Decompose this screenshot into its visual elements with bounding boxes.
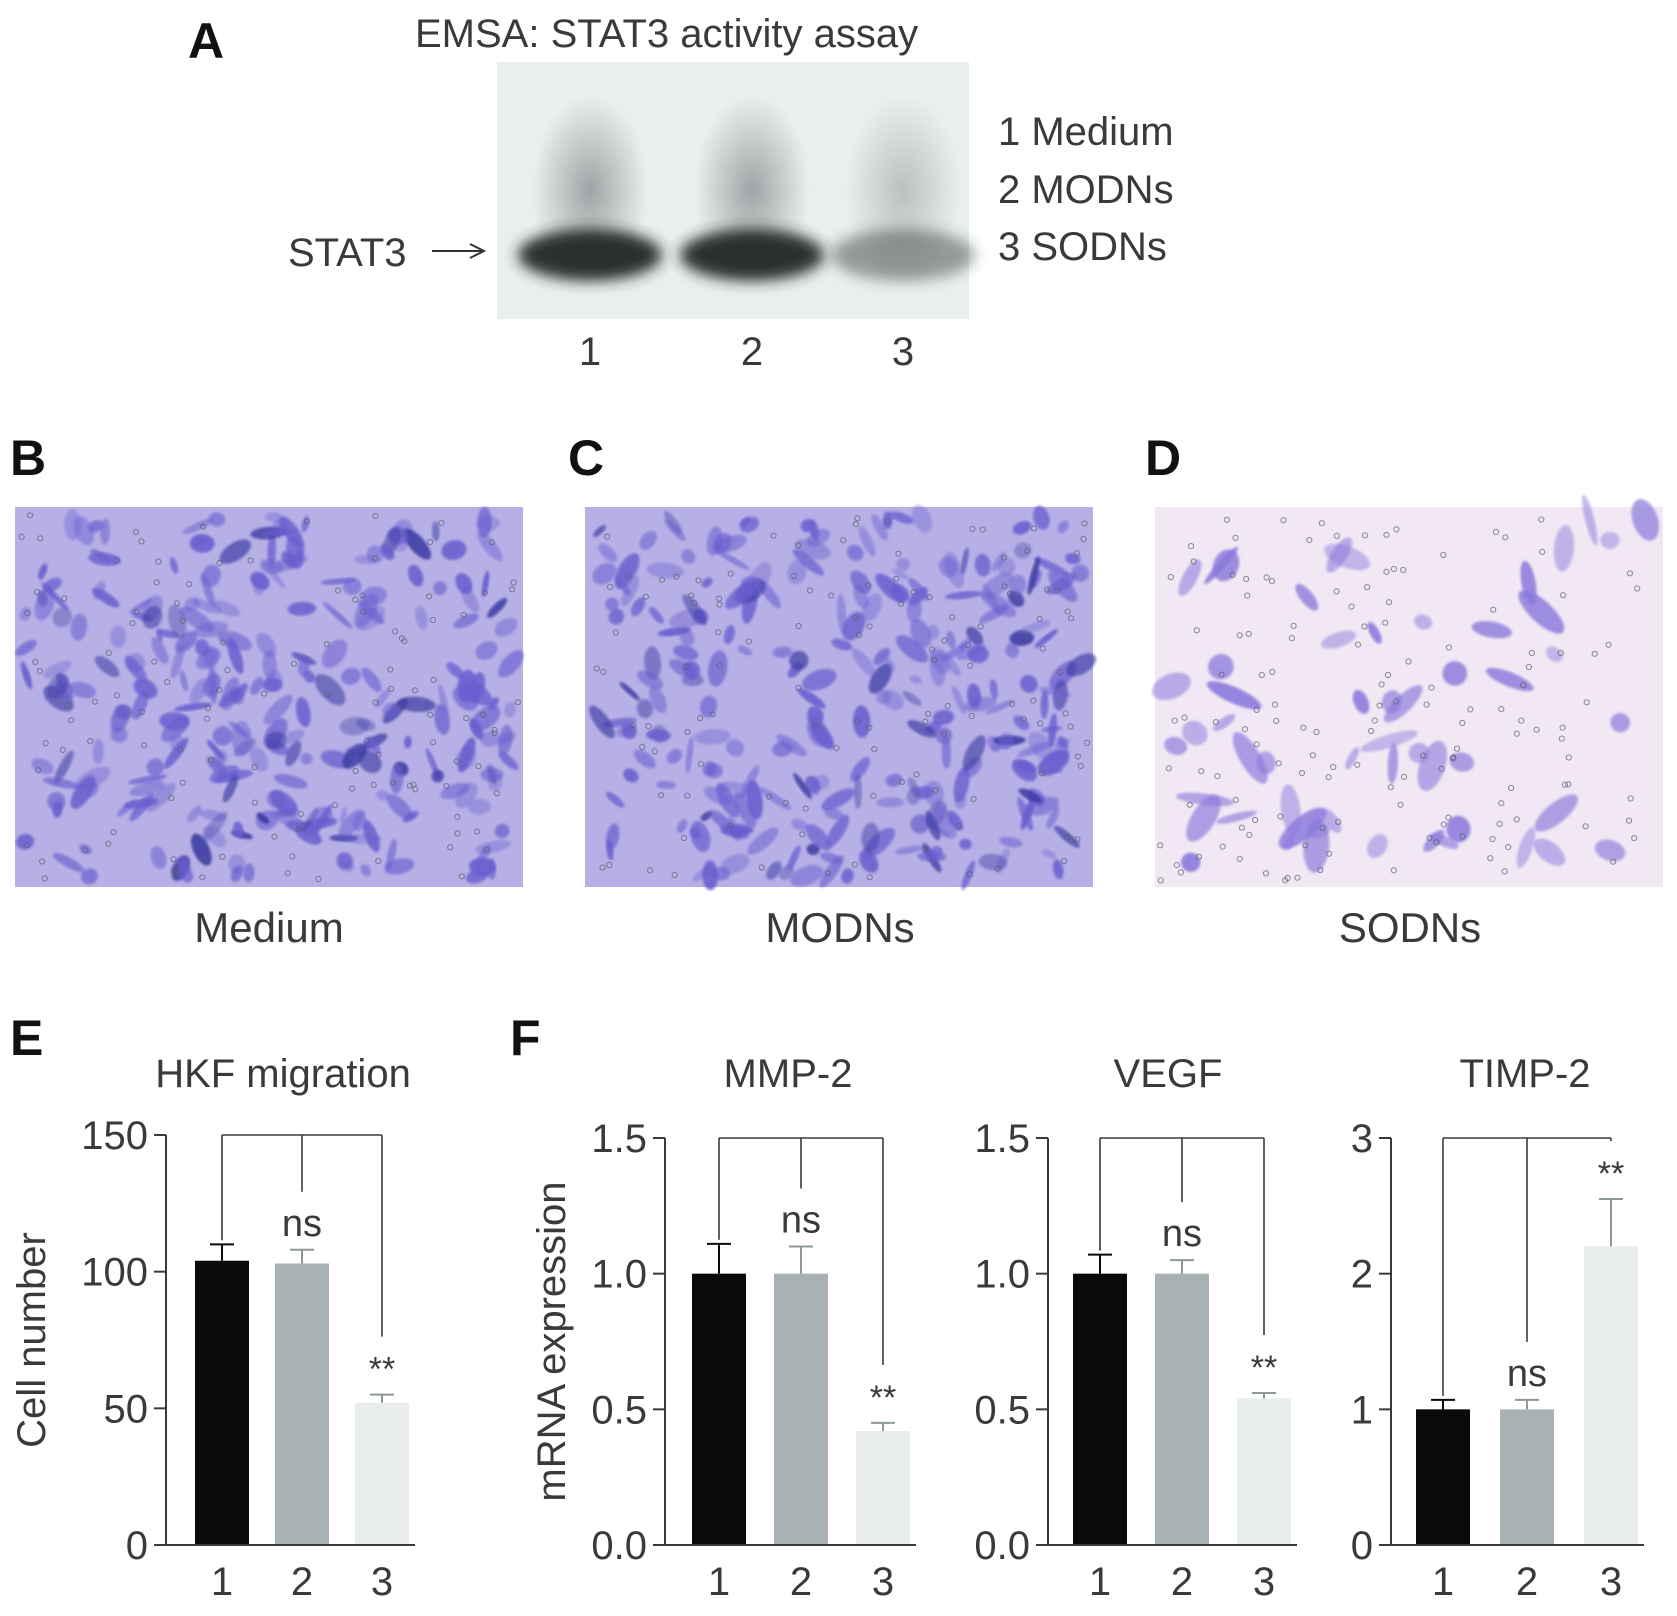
x-tick-label-hkf-migration-1: 1 (211, 1560, 233, 1604)
panel-label-e: E (10, 1010, 43, 1066)
emsa-legend: 1 Medium 2 MODNs 3 SODNs (998, 110, 1174, 269)
x-tick-label-vegf-1: 1 (1089, 1560, 1111, 1604)
chart-timp-2: TIMP-2 0 1 2 3 1 ns 2 ** 3 (1351, 1052, 1644, 1604)
bar-vegf-3 (1237, 1398, 1291, 1545)
chart-vegf: VEGF 0.0 0.5 1.0 1.5 1 ns 2 ** 3 (974, 1052, 1297, 1604)
y-tick-label-timp-2-3: 3 (1351, 1117, 1373, 1161)
micrograph-modns-stained-cells (589, 504, 1097, 891)
y-tick-label-hkf-migration-1: 50 (104, 1387, 149, 1431)
micrograph-medium-stained-cells (15, 506, 524, 885)
chart-mmp-2: MMP-2 mRNA expression 0.0 0.5 1.0 1.5 1 ns 2 ** 3 (530, 1052, 916, 1604)
panel-label-d: D (1145, 430, 1181, 486)
bar-hkf-migration-3 (355, 1402, 409, 1545)
bar-vegf-1 (1073, 1273, 1127, 1545)
micrograph-caption-medium: Medium (194, 904, 343, 951)
chart-title-timp-2: TIMP-2 (1459, 1052, 1590, 1096)
panel-label-b: B (10, 430, 46, 486)
bar-mmp-2-2 (774, 1273, 828, 1545)
emsa-legend-item-2: 2 MODNs (998, 168, 1174, 212)
significance-label-mmp-2-2: ns (781, 1200, 821, 1242)
x-tick-label-mmp-2-3: 3 (872, 1560, 894, 1604)
stat3-arrow-icon (432, 243, 487, 259)
significance-label-vegf-3: ** (1251, 1349, 1277, 1387)
significance-label-vegf-2: ns (1162, 1213, 1202, 1255)
y-tick-label-timp-2-0: 0 (1351, 1524, 1373, 1568)
x-tick-label-vegf-2: 2 (1171, 1560, 1193, 1604)
y-tick-label-timp-2-1: 1 (1351, 1388, 1373, 1432)
gel-lane-1 (518, 95, 662, 285)
panel-label-f: F (510, 1010, 541, 1066)
micrograph-medium-membrane-pores (18, 512, 522, 883)
gel-lane-3 (831, 95, 975, 285)
x-tick-label-vegf-3: 3 (1253, 1560, 1275, 1604)
x-tick-label-mmp-2-1: 1 (708, 1560, 730, 1604)
y-tick-label-hkf-migration-0: 0 (126, 1524, 148, 1568)
chart-title-mmp-2: MMP-2 (724, 1052, 853, 1096)
y-tick-label-mmp-2-1: 0.5 (591, 1388, 647, 1432)
significance-label-hkf-migration-3: ** (369, 1351, 395, 1389)
x-tick-label-timp-2-2: 2 (1516, 1560, 1538, 1604)
x-tick-label-hkf-migration-3: 3 (371, 1560, 393, 1604)
bar-timp-2-3 (1584, 1246, 1638, 1545)
y-tick-label-mmp-2-0: 0.0 (591, 1524, 647, 1568)
micrograph-caption-modns: MODNs (765, 904, 914, 951)
significance-label-timp-2-3: ** (1598, 1155, 1624, 1193)
emsa-lane-label-2: 2 (741, 330, 763, 374)
gel-lane-2 (680, 95, 824, 285)
x-tick-label-timp-2-3: 3 (1600, 1560, 1622, 1604)
emsa-legend-item-1: 1 Medium (998, 110, 1174, 154)
micrograph-modns-membrane-pores (593, 515, 1091, 881)
panel-label-c: C (568, 430, 604, 486)
y-tick-label-hkf-migration-2: 100 (81, 1251, 148, 1295)
y-axis-label-hkf-migration: Cell number (10, 1232, 54, 1448)
y-tick-label-vegf-0: 0.0 (974, 1524, 1030, 1568)
stat3-band-1 (518, 229, 662, 281)
micrograph-medium (15, 506, 524, 887)
micrograph-caption-sodns: SODNs (1339, 904, 1481, 951)
y-tick-label-vegf-1: 0.5 (974, 1388, 1030, 1432)
chart-title-vegf: VEGF (1114, 1052, 1223, 1096)
bar-timp-2-1 (1416, 1409, 1470, 1545)
bar-hkf-migration-2 (275, 1263, 329, 1545)
emsa-gel (497, 62, 975, 319)
emsa-lane-label-1: 1 (579, 330, 601, 374)
stat3-arrow-label: STAT3 (288, 231, 407, 275)
chart-title-hkf-migration: HKF migration (155, 1052, 411, 1096)
y-axis-label-mmp-2: mRNA expression (530, 1181, 574, 1501)
emsa-lane-label-3: 3 (892, 330, 914, 374)
significance-label-hkf-migration-2: ns (282, 1203, 322, 1245)
micrograph-modns (585, 504, 1097, 891)
y-tick-label-mmp-2-2: 1.0 (591, 1253, 647, 1297)
bar-hkf-migration-1 (195, 1260, 249, 1545)
x-tick-label-hkf-migration-2: 2 (291, 1560, 313, 1604)
bar-mmp-2-3 (856, 1431, 910, 1545)
y-tick-label-mmp-2-3: 1.5 (591, 1117, 647, 1161)
significance-label-mmp-2-3: ** (870, 1379, 896, 1417)
stat3-band-3 (831, 229, 975, 281)
x-tick-label-mmp-2-2: 2 (790, 1560, 812, 1604)
bar-timp-2-2 (1500, 1409, 1554, 1545)
y-tick-label-hkf-migration-3: 150 (81, 1114, 148, 1158)
panel-label-a: A (188, 13, 224, 69)
significance-label-timp-2-2: ns (1507, 1353, 1547, 1395)
bar-mmp-2-1 (692, 1273, 746, 1545)
y-tick-label-vegf-3: 1.5 (974, 1117, 1030, 1161)
y-tick-label-timp-2-2: 2 (1351, 1253, 1373, 1297)
bar-vegf-2 (1155, 1273, 1209, 1545)
micrograph-sodns-membrane-pores (1157, 516, 1641, 884)
micrograph-sodns (1152, 494, 1663, 887)
emsa-legend-item-3: 3 SODNs (998, 225, 1167, 269)
stat3-band-2 (680, 229, 824, 281)
y-tick-label-vegf-2: 1.0 (974, 1253, 1030, 1297)
chart-hkf-migration: HKF migration Cell number 0 50 100 150 1 ns 2 ** 3 (10, 1052, 415, 1604)
emsa-lane-labels: 1 2 3 (579, 330, 914, 374)
emsa-title: EMSA: STAT3 activity assay (415, 12, 918, 56)
x-tick-label-timp-2-1: 1 (1432, 1560, 1454, 1604)
